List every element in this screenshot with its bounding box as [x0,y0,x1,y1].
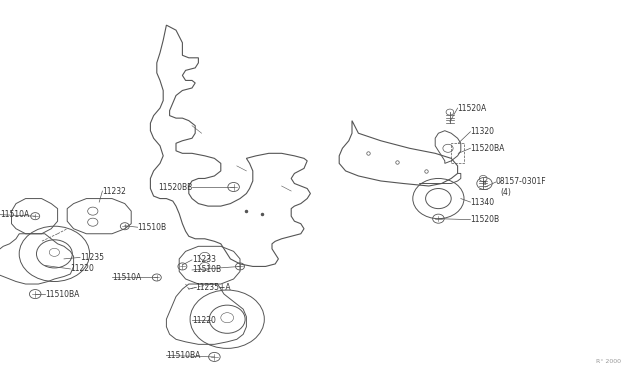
Text: 11235: 11235 [80,253,104,262]
Text: 11510B: 11510B [192,266,221,275]
Text: 11232: 11232 [102,186,126,196]
Text: 11520A: 11520A [458,103,487,113]
Text: 11510A: 11510A [0,210,29,219]
Text: 11235+A: 11235+A [195,283,231,292]
Text: 11220: 11220 [70,264,94,273]
Text: 11520B: 11520B [470,215,500,224]
Text: 11510A: 11510A [112,273,141,282]
Text: R° 2000: R° 2000 [596,359,621,365]
Text: 11233: 11233 [192,256,216,264]
Text: 11520BA: 11520BA [470,144,505,153]
Text: (4): (4) [500,187,511,196]
Text: 11220: 11220 [192,316,216,325]
Text: B: B [483,181,486,186]
Text: 11340: 11340 [470,198,495,206]
Text: 11520BB: 11520BB [157,183,192,192]
Text: 08157-0301F: 08157-0301F [496,177,547,186]
Text: 11510B: 11510B [138,223,167,232]
Text: 11510BA: 11510BA [45,289,79,299]
Text: 11320: 11320 [470,127,494,136]
Text: 11510BA: 11510BA [166,351,201,360]
